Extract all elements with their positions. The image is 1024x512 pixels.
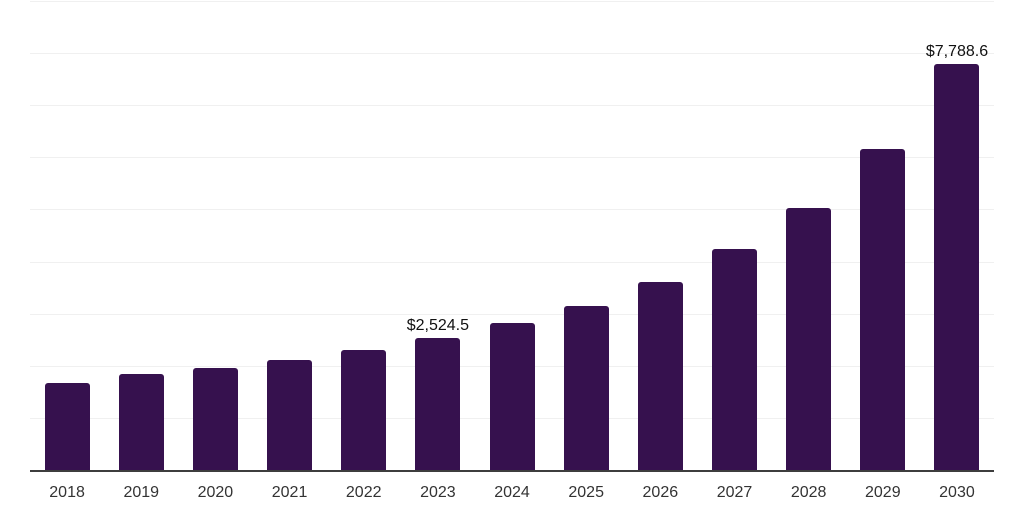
bar-slot: [252, 1, 326, 470]
bar-2026[interactable]: [637, 281, 683, 470]
bar-2028[interactable]: [786, 208, 832, 470]
bar-slot: [697, 1, 771, 470]
bar-slot: $2,524.5: [401, 1, 475, 470]
x-tick-label: 2026: [642, 484, 679, 501]
gridline: [30, 53, 994, 55]
x-axis-labels: 2018 2019 2020 2021 2022 2023 2024 2025 2026 2027…: [30, 483, 994, 502]
x-tick-label: 2027: [716, 484, 753, 501]
gridline: [30, 105, 994, 107]
bar-2024[interactable]: [489, 323, 535, 470]
bar-slot: $7,788.6: [920, 1, 994, 470]
bar-slot: [846, 1, 920, 470]
bar-2025[interactable]: [563, 305, 609, 470]
bar-value-label: $2,524.5: [406, 317, 469, 335]
bars-row: $2,524.5 $7,788.6: [30, 1, 994, 470]
bar-2020[interactable]: [192, 367, 238, 470]
x-tick-label: 2025: [568, 484, 604, 501]
gridline: [30, 313, 994, 315]
x-tick-label: 2029: [865, 484, 901, 501]
bar-slot: [104, 1, 178, 470]
bar-slot: [623, 1, 697, 470]
bar-slot: [178, 1, 252, 470]
x-tick-label: 2028: [790, 484, 827, 501]
x-tick-label: 2023: [420, 484, 456, 501]
bar-2023[interactable]: [415, 338, 461, 470]
plot-area: $2,524.5 $7,788.6: [30, 1, 994, 472]
bar-2019[interactable]: [118, 373, 164, 470]
x-tick-label: 2019: [123, 484, 160, 501]
bar-2018[interactable]: [44, 382, 90, 470]
bar-2029[interactable]: [860, 149, 906, 470]
bar-slot: [475, 1, 549, 470]
x-tick-label: 2018: [49, 484, 85, 501]
x-tick-label: 2022: [345, 484, 382, 501]
gridline: [30, 261, 994, 263]
bar-2021[interactable]: [267, 360, 313, 470]
x-tick-label: 2024: [494, 484, 530, 501]
gridline: [30, 1, 994, 2]
x-tick-label: 2020: [197, 484, 234, 501]
bar-2030[interactable]: [934, 64, 980, 470]
gridline: [30, 209, 994, 211]
bar-slot: [772, 1, 846, 470]
gridline: [30, 157, 994, 159]
x-tick-label: 2021: [271, 484, 308, 501]
bar-2022[interactable]: [341, 350, 387, 470]
bar-value-label: $7,788.6: [925, 43, 989, 61]
bar-slot: [327, 1, 401, 470]
bar-slot: [30, 1, 104, 470]
x-tick-label: 2030: [939, 484, 975, 501]
bar-2027[interactable]: [711, 249, 757, 470]
bar-slot: [549, 1, 623, 470]
